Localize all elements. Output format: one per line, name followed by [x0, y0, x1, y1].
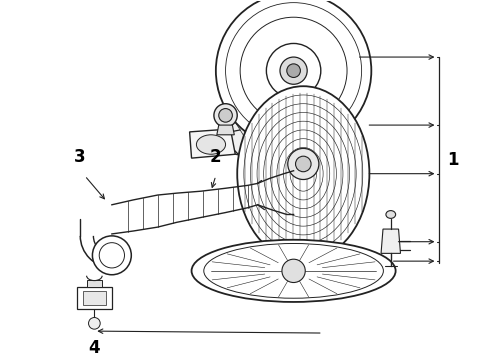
- Ellipse shape: [196, 135, 225, 154]
- Polygon shape: [87, 280, 102, 287]
- Circle shape: [282, 259, 305, 283]
- Polygon shape: [381, 229, 400, 253]
- Circle shape: [93, 236, 131, 275]
- Circle shape: [216, 0, 371, 148]
- Circle shape: [267, 44, 321, 98]
- Text: 3: 3: [74, 148, 86, 166]
- Circle shape: [219, 109, 232, 122]
- Circle shape: [214, 104, 237, 127]
- Circle shape: [288, 148, 319, 180]
- Polygon shape: [77, 287, 112, 309]
- Text: 4: 4: [89, 339, 100, 357]
- Circle shape: [287, 64, 300, 77]
- Polygon shape: [217, 125, 234, 135]
- Circle shape: [89, 318, 100, 329]
- Ellipse shape: [192, 240, 395, 302]
- Ellipse shape: [386, 211, 395, 219]
- Text: 1: 1: [447, 151, 459, 169]
- Polygon shape: [83, 291, 106, 305]
- Circle shape: [295, 156, 311, 172]
- Text: 2: 2: [210, 148, 221, 166]
- Ellipse shape: [237, 86, 369, 261]
- Polygon shape: [190, 129, 235, 158]
- Polygon shape: [220, 105, 308, 176]
- Circle shape: [280, 57, 307, 84]
